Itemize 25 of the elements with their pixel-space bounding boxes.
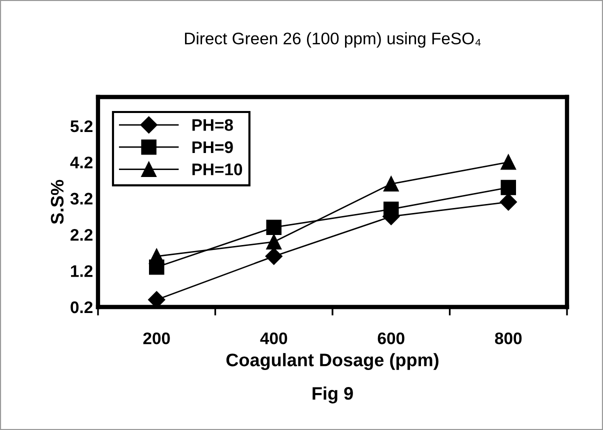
y-tick-label: 2.2 (70, 228, 92, 241)
point (383, 176, 399, 192)
y-tick-label: 3.2 (70, 192, 92, 205)
legend-label: PH=8 (192, 119, 233, 131)
caption: Fig 9 (312, 386, 353, 404)
legend-label: PH=10 (192, 164, 242, 176)
x-tick-label: 600 (378, 332, 404, 344)
x-tick-label: 400 (260, 332, 288, 344)
point (265, 248, 282, 265)
y-tick-label: 1.2 (71, 265, 92, 277)
point (500, 180, 516, 196)
legend-label: PH=9 (192, 141, 233, 154)
y-tick-label: 0.2 (70, 301, 92, 314)
x-tick-label: 800 (495, 332, 522, 344)
y-tick-label: 5.2 (70, 120, 92, 132)
point (266, 220, 282, 235)
x-axis-title: Coagulant Dosage (ppm) (226, 353, 438, 370)
point (148, 260, 164, 275)
point (266, 234, 282, 250)
chart-title: Direct Green 26 (100 ppm) using FeSO₄ (185, 32, 481, 48)
y-axis-title: S.S% (50, 180, 64, 224)
point (500, 193, 517, 211)
point (500, 154, 516, 170)
x-tick-label: 200 (143, 332, 170, 344)
y-tick-label: 4.2 (70, 156, 92, 168)
